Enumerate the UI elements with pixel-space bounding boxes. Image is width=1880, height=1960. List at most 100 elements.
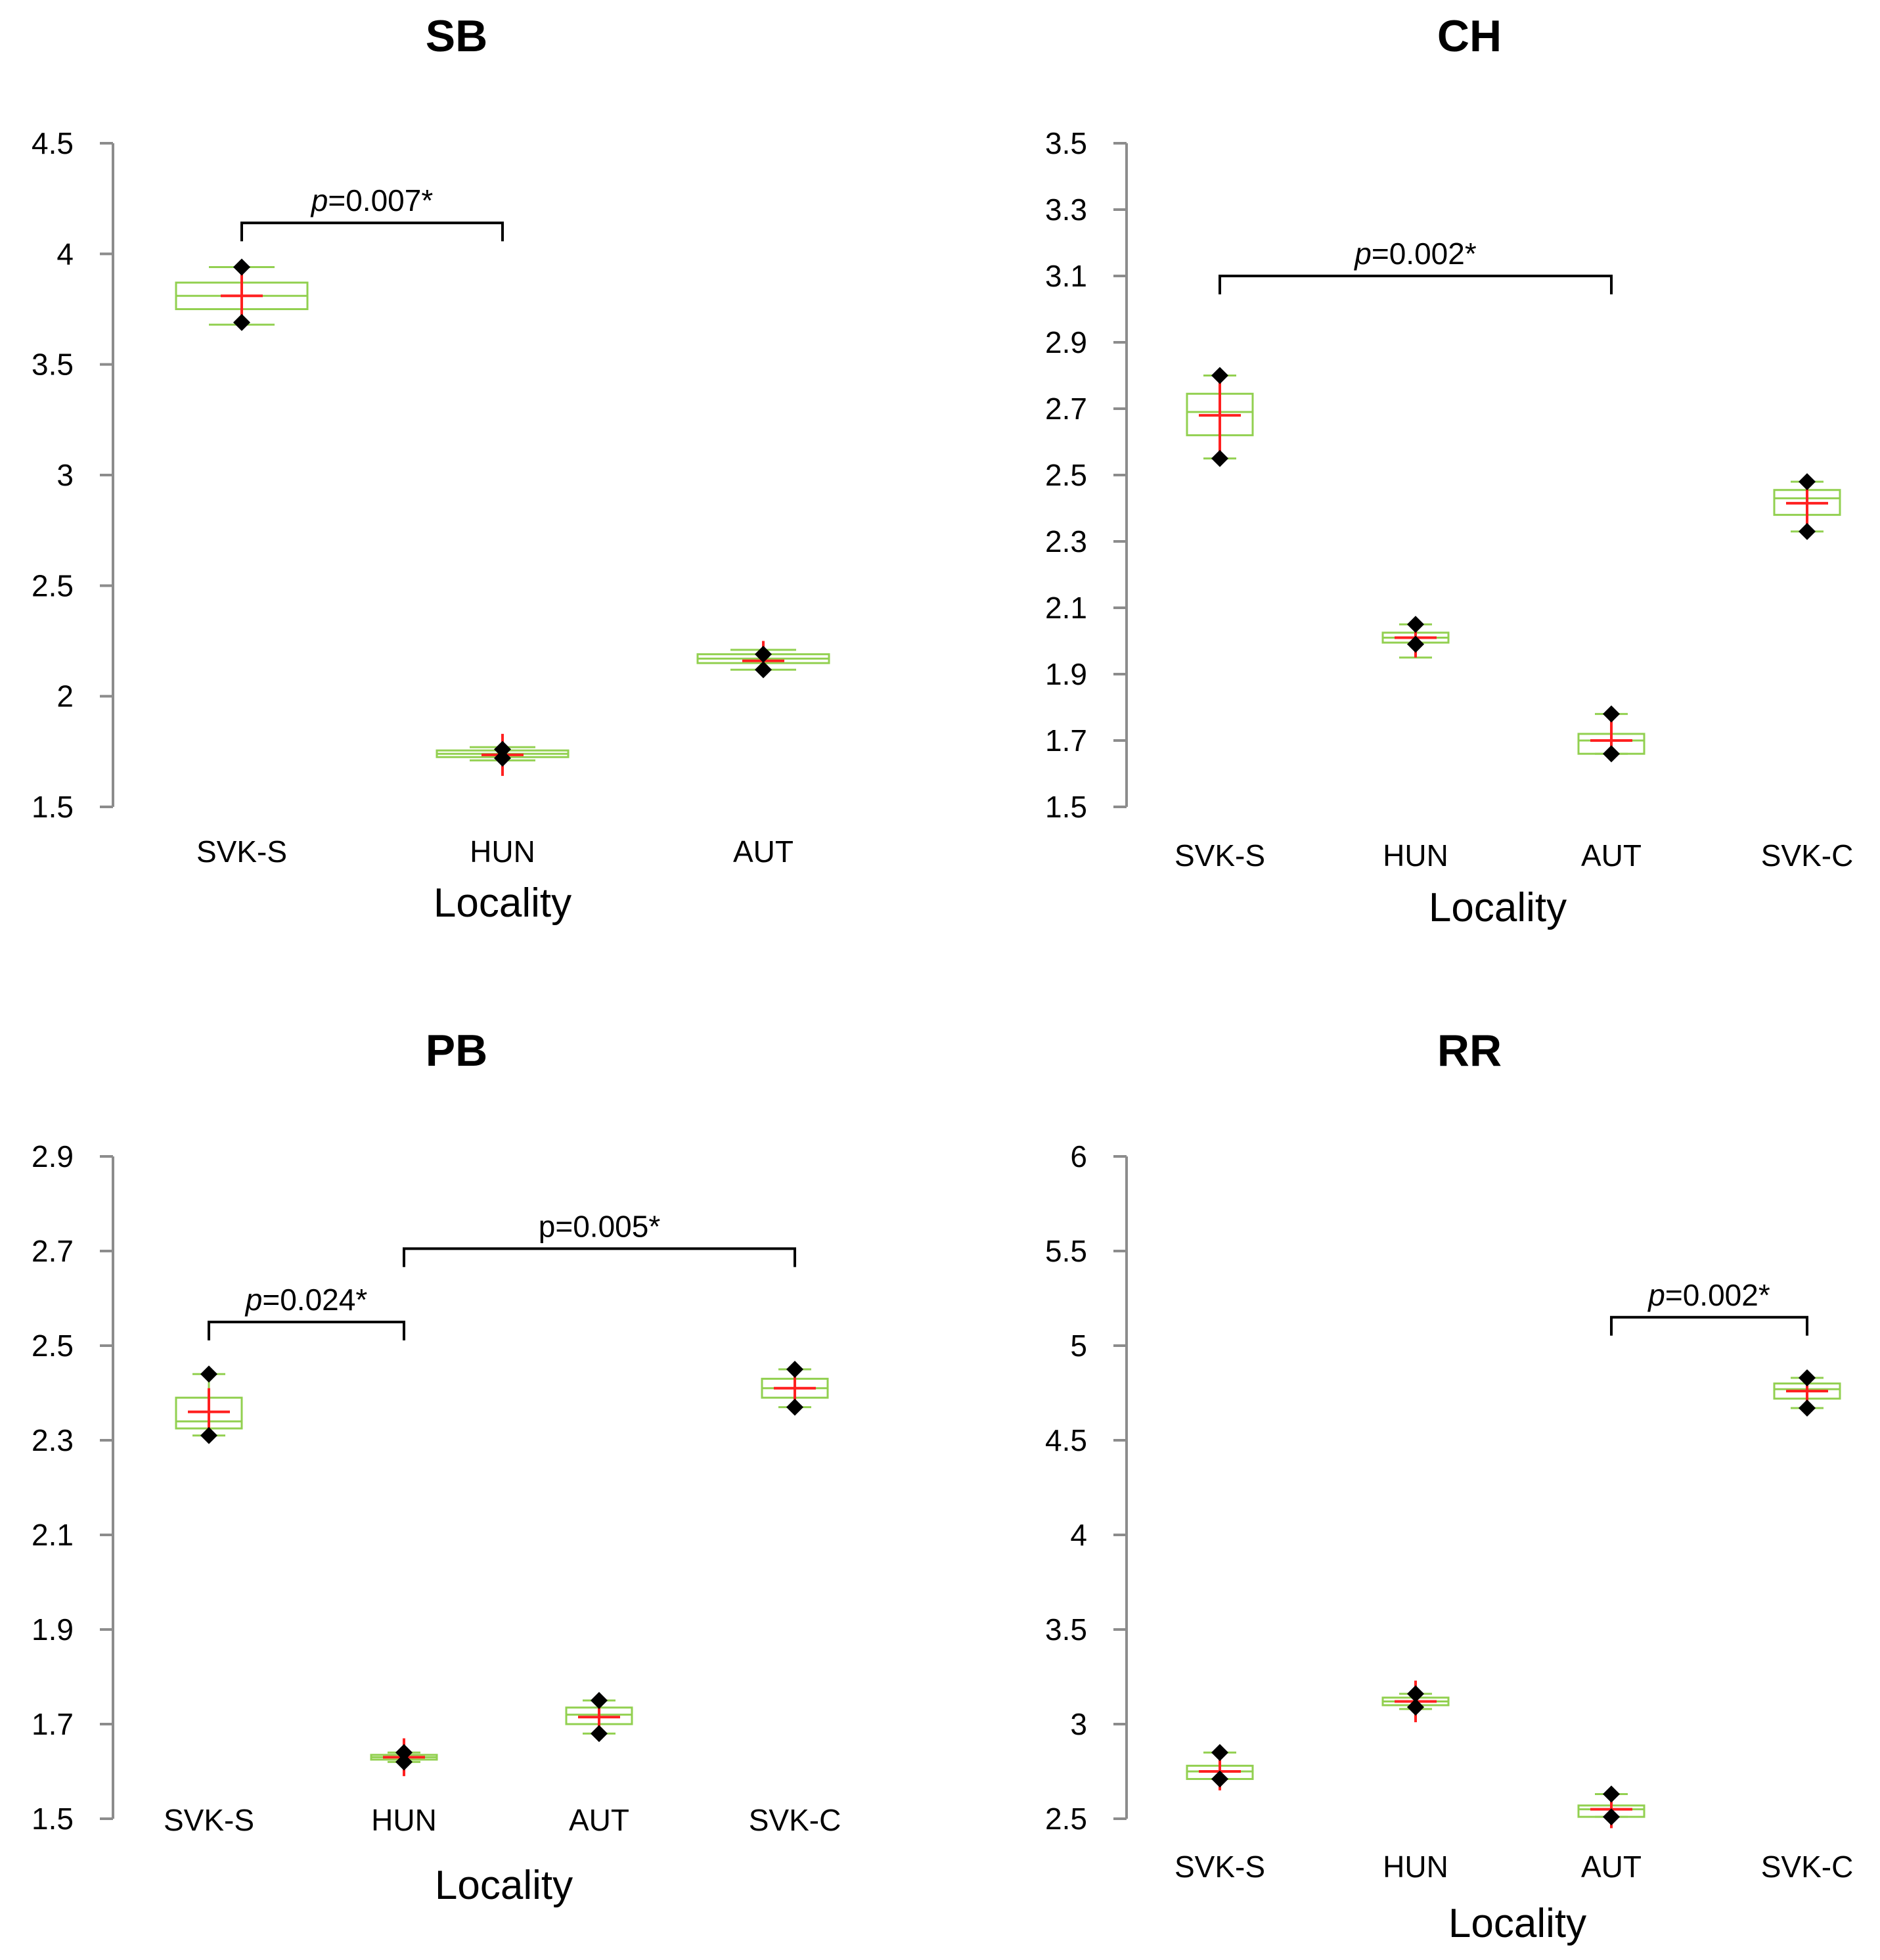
data-point xyxy=(1407,1698,1424,1716)
x-axis-label: Locality xyxy=(1448,1901,1586,1946)
data-point xyxy=(494,741,511,758)
y-tick-label: 2.9 xyxy=(1045,325,1087,359)
y-tick-label: 3 xyxy=(1070,1707,1087,1741)
y-tick-label: 3.3 xyxy=(1045,193,1087,227)
box-aut xyxy=(696,641,830,679)
x-axis: SVK-S HUN AUT SVK-C xyxy=(1175,1850,1853,1884)
panel-rr: RR 2.5 3 3.5 4 4.5 5 5.5 6 p=0.002* SVK-S HUN AUT… xyxy=(1045,1026,1853,1946)
box-svk-s xyxy=(175,1365,243,1444)
data-point xyxy=(1603,1785,1620,1803)
box-aut xyxy=(1577,1785,1645,1829)
x-tick-label: HUN xyxy=(470,834,535,869)
x-tick-label: SVK-S xyxy=(196,834,287,869)
data-point xyxy=(233,258,250,276)
y-tick-label: 1.5 xyxy=(32,1802,74,1836)
y-tick-label: 5.5 xyxy=(1045,1234,1087,1268)
data-point xyxy=(200,1365,217,1383)
data-point xyxy=(494,749,511,767)
significance-bracket xyxy=(208,1321,405,1340)
chart-title: PB xyxy=(426,1026,487,1076)
data-point xyxy=(786,1398,803,1416)
data-point xyxy=(395,1753,413,1771)
p-value-label: p=0.002* xyxy=(1353,237,1477,271)
p-value-label: p=0.024* xyxy=(244,1283,368,1317)
x-axis-label: Locality xyxy=(435,1863,573,1908)
y-axis: 1.5 1.7 1.9 2.1 2.3 2.5 2.7 2.9 3.1 3.3 3.5 xyxy=(1045,126,1128,824)
y-tick-label: 2.1 xyxy=(1045,591,1087,625)
y-axis: 2.5 3 3.5 4 4.5 5 5.5 6 xyxy=(1045,1139,1128,1836)
box-svk-c xyxy=(1773,1369,1841,1417)
x-axis: SVK-S HUN AUT SVK-C xyxy=(1175,838,1853,873)
y-tick-label: 4.5 xyxy=(32,126,74,160)
y-tick-label: 3.1 xyxy=(1045,259,1087,293)
box-hun xyxy=(370,1738,438,1777)
y-tick-label: 2.3 xyxy=(32,1423,74,1457)
p-value: =0.024* xyxy=(262,1283,367,1317)
data-point xyxy=(1799,473,1816,491)
x-axis: SVK-S HUN AUT SVK-C xyxy=(164,1803,841,1837)
p-symbol: p xyxy=(1353,237,1372,271)
data-point xyxy=(1799,1369,1816,1386)
y-tick-label: 1.7 xyxy=(1045,723,1087,758)
box-hun xyxy=(436,733,570,776)
y-tick-label: 2.9 xyxy=(32,1139,74,1174)
x-tick-label: SVK-S xyxy=(1175,1850,1265,1884)
p-value: =0.002* xyxy=(1665,1278,1770,1312)
plot-area: p=0.024* p=0.005* xyxy=(175,1209,829,1777)
y-axis: 1.5 2 2.5 3 3.5 4 4.5 xyxy=(32,126,114,824)
chart-title: SB xyxy=(426,11,487,61)
data-point xyxy=(1211,449,1228,467)
y-tick-label: 5 xyxy=(1070,1329,1087,1363)
x-axis-label: Locality xyxy=(1429,885,1567,930)
y-tick-label: 1.7 xyxy=(32,1707,74,1741)
significance-bracket xyxy=(1610,1315,1808,1336)
p-value-label: p=0.005* xyxy=(539,1209,661,1243)
p-value: =0.007* xyxy=(328,183,433,217)
y-tick-label: 3.5 xyxy=(1045,1612,1087,1647)
x-tick-label: SVK-C xyxy=(749,1803,841,1837)
chart-title: RR xyxy=(1437,1026,1502,1076)
x-tick-label: HUN xyxy=(1383,1850,1448,1884)
x-tick-label: HUN xyxy=(1383,838,1448,873)
data-point xyxy=(786,1361,803,1378)
y-tick-label: 2.7 xyxy=(32,1234,74,1268)
y-tick-label: 3.5 xyxy=(32,348,74,382)
y-tick-label: 2 xyxy=(56,679,74,714)
data-point xyxy=(233,313,250,331)
y-tick-label: 4.5 xyxy=(1045,1423,1087,1457)
data-point xyxy=(200,1426,217,1444)
x-axis: SVK-S HUN AUT xyxy=(196,834,794,869)
box-svk-s xyxy=(175,258,309,331)
y-tick-label: 2.5 xyxy=(1045,458,1087,492)
panel-ch: CH 1.5 1.7 1.9 2.1 2.3 2.5 2.7 2.9 3.1 3.3 3.5 p=0… xyxy=(1045,11,1853,930)
p-value-label: p=0.007* xyxy=(310,183,434,217)
plot-area: p=0.002* xyxy=(1186,1278,1841,1829)
y-tick-label: 2.7 xyxy=(1045,392,1087,426)
x-tick-label: AUT xyxy=(1581,1850,1642,1884)
data-point xyxy=(1799,522,1816,540)
p-value: =0.002* xyxy=(1372,237,1477,271)
y-tick-label: 6 xyxy=(1070,1139,1087,1174)
p-value: p=0.005* xyxy=(539,1209,661,1243)
panel-sb: SB 1.522.533.544.5 p=0.007* SVK-S HUN AUT … xyxy=(32,11,830,926)
x-tick-label: SVK-S xyxy=(164,1803,254,1837)
data-point xyxy=(1407,635,1424,653)
y-tick-label: 1.5 xyxy=(1045,790,1087,824)
data-point xyxy=(1603,1808,1620,1826)
y-tick-label: 1.5 xyxy=(32,790,74,824)
y-tick-label: 2.1 xyxy=(32,1518,74,1552)
plot-area: p=0.007* xyxy=(175,183,830,776)
data-point xyxy=(395,1744,413,1762)
y-tick-label: 4 xyxy=(1070,1518,1087,1552)
data-point xyxy=(755,661,772,679)
x-tick-label: HUN xyxy=(371,1803,437,1837)
y-axis: 1.5 1.7 1.9 2.1 2.3 2.5 2.7 2.9 xyxy=(32,1139,114,1836)
x-tick-label: AUT xyxy=(569,1803,629,1837)
box-aut xyxy=(1577,705,1645,763)
box-aut xyxy=(565,1692,633,1743)
box-svk-s xyxy=(1186,367,1254,467)
data-point xyxy=(1799,1400,1816,1417)
y-tick-label: 3.5 xyxy=(1045,126,1087,160)
p-symbol: p xyxy=(310,183,328,217)
y-tick-label: 1.9 xyxy=(1045,657,1087,691)
